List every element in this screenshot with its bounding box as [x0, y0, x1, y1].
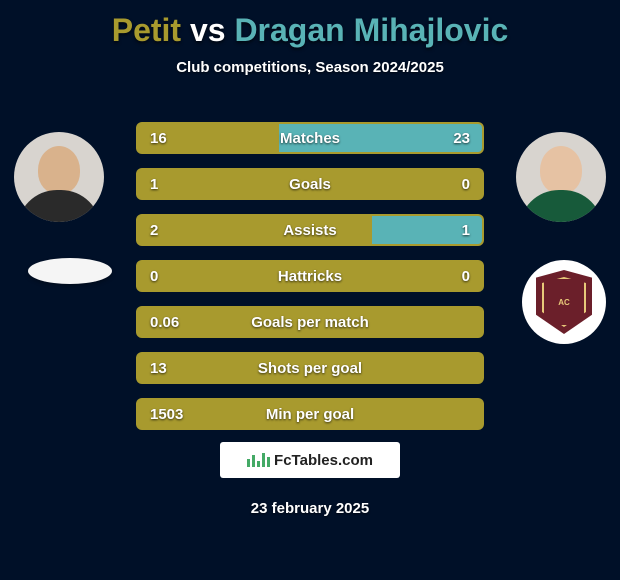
brand-prefix: Fc — [274, 452, 292, 469]
player1-avatar — [14, 132, 104, 222]
stat-label: Goals — [138, 170, 482, 198]
player2-avatar — [516, 132, 606, 222]
stat-label: Hattricks — [138, 262, 482, 290]
stat-label: Matches — [138, 124, 482, 152]
footer-brand: FcTables.com — [220, 442, 400, 478]
avatar-body — [17, 190, 101, 222]
stat-row: Min per goal1503 — [138, 400, 482, 428]
stat-label: Goals per match — [138, 308, 482, 336]
stat-value-left: 13 — [150, 354, 167, 382]
comparison-title: Petit vs Dragan Mihajlovic — [0, 0, 620, 49]
brand-suffix: Tables.com — [292, 452, 373, 469]
player1-club-logo — [28, 258, 112, 284]
stat-value-left: 1 — [150, 170, 158, 198]
stat-value-right: 23 — [453, 124, 470, 152]
stat-row: Matches16 23 — [138, 124, 482, 152]
stat-value-right: 0 — [462, 262, 470, 290]
stat-row: Goals1 0 — [138, 170, 482, 198]
stat-row: Assists2 1 — [138, 216, 482, 244]
title-player1: Petit — [112, 12, 181, 48]
avatar-body — [519, 190, 603, 222]
stats-bars: Matches1623Goals10Assists21Hattricks00Go… — [138, 124, 482, 446]
subtitle: Club competitions, Season 2024/2025 — [0, 59, 620, 76]
stat-row: Shots per goal13 — [138, 354, 482, 382]
stat-value-left: 16 — [150, 124, 167, 152]
avatar-head — [540, 146, 582, 194]
club-shield-text: AC — [542, 277, 586, 327]
stat-row: Hattricks0 0 — [138, 262, 482, 290]
stat-value-right: 0 — [462, 170, 470, 198]
stat-value-right: 1 — [462, 216, 470, 244]
fctables-icon — [247, 453, 270, 467]
title-player2: Dragan Mihajlovic — [234, 12, 508, 48]
title-vs: vs — [190, 12, 226, 48]
stat-value-left: 0 — [150, 262, 158, 290]
stat-label: Shots per goal — [138, 354, 482, 382]
club-shield: AC — [536, 270, 592, 334]
stat-value-left: 0.06 — [150, 308, 179, 336]
stat-row: Goals per match0.06 — [138, 308, 482, 336]
stat-value-left: 2 — [150, 216, 158, 244]
stat-value-left: 1503 — [150, 400, 183, 428]
stat-label: Assists — [138, 216, 482, 244]
player2-club-logo: AC — [522, 260, 606, 344]
avatar-head — [38, 146, 80, 194]
footer-date: 23 february 2025 — [0, 500, 620, 517]
stat-label: Min per goal — [138, 400, 482, 428]
